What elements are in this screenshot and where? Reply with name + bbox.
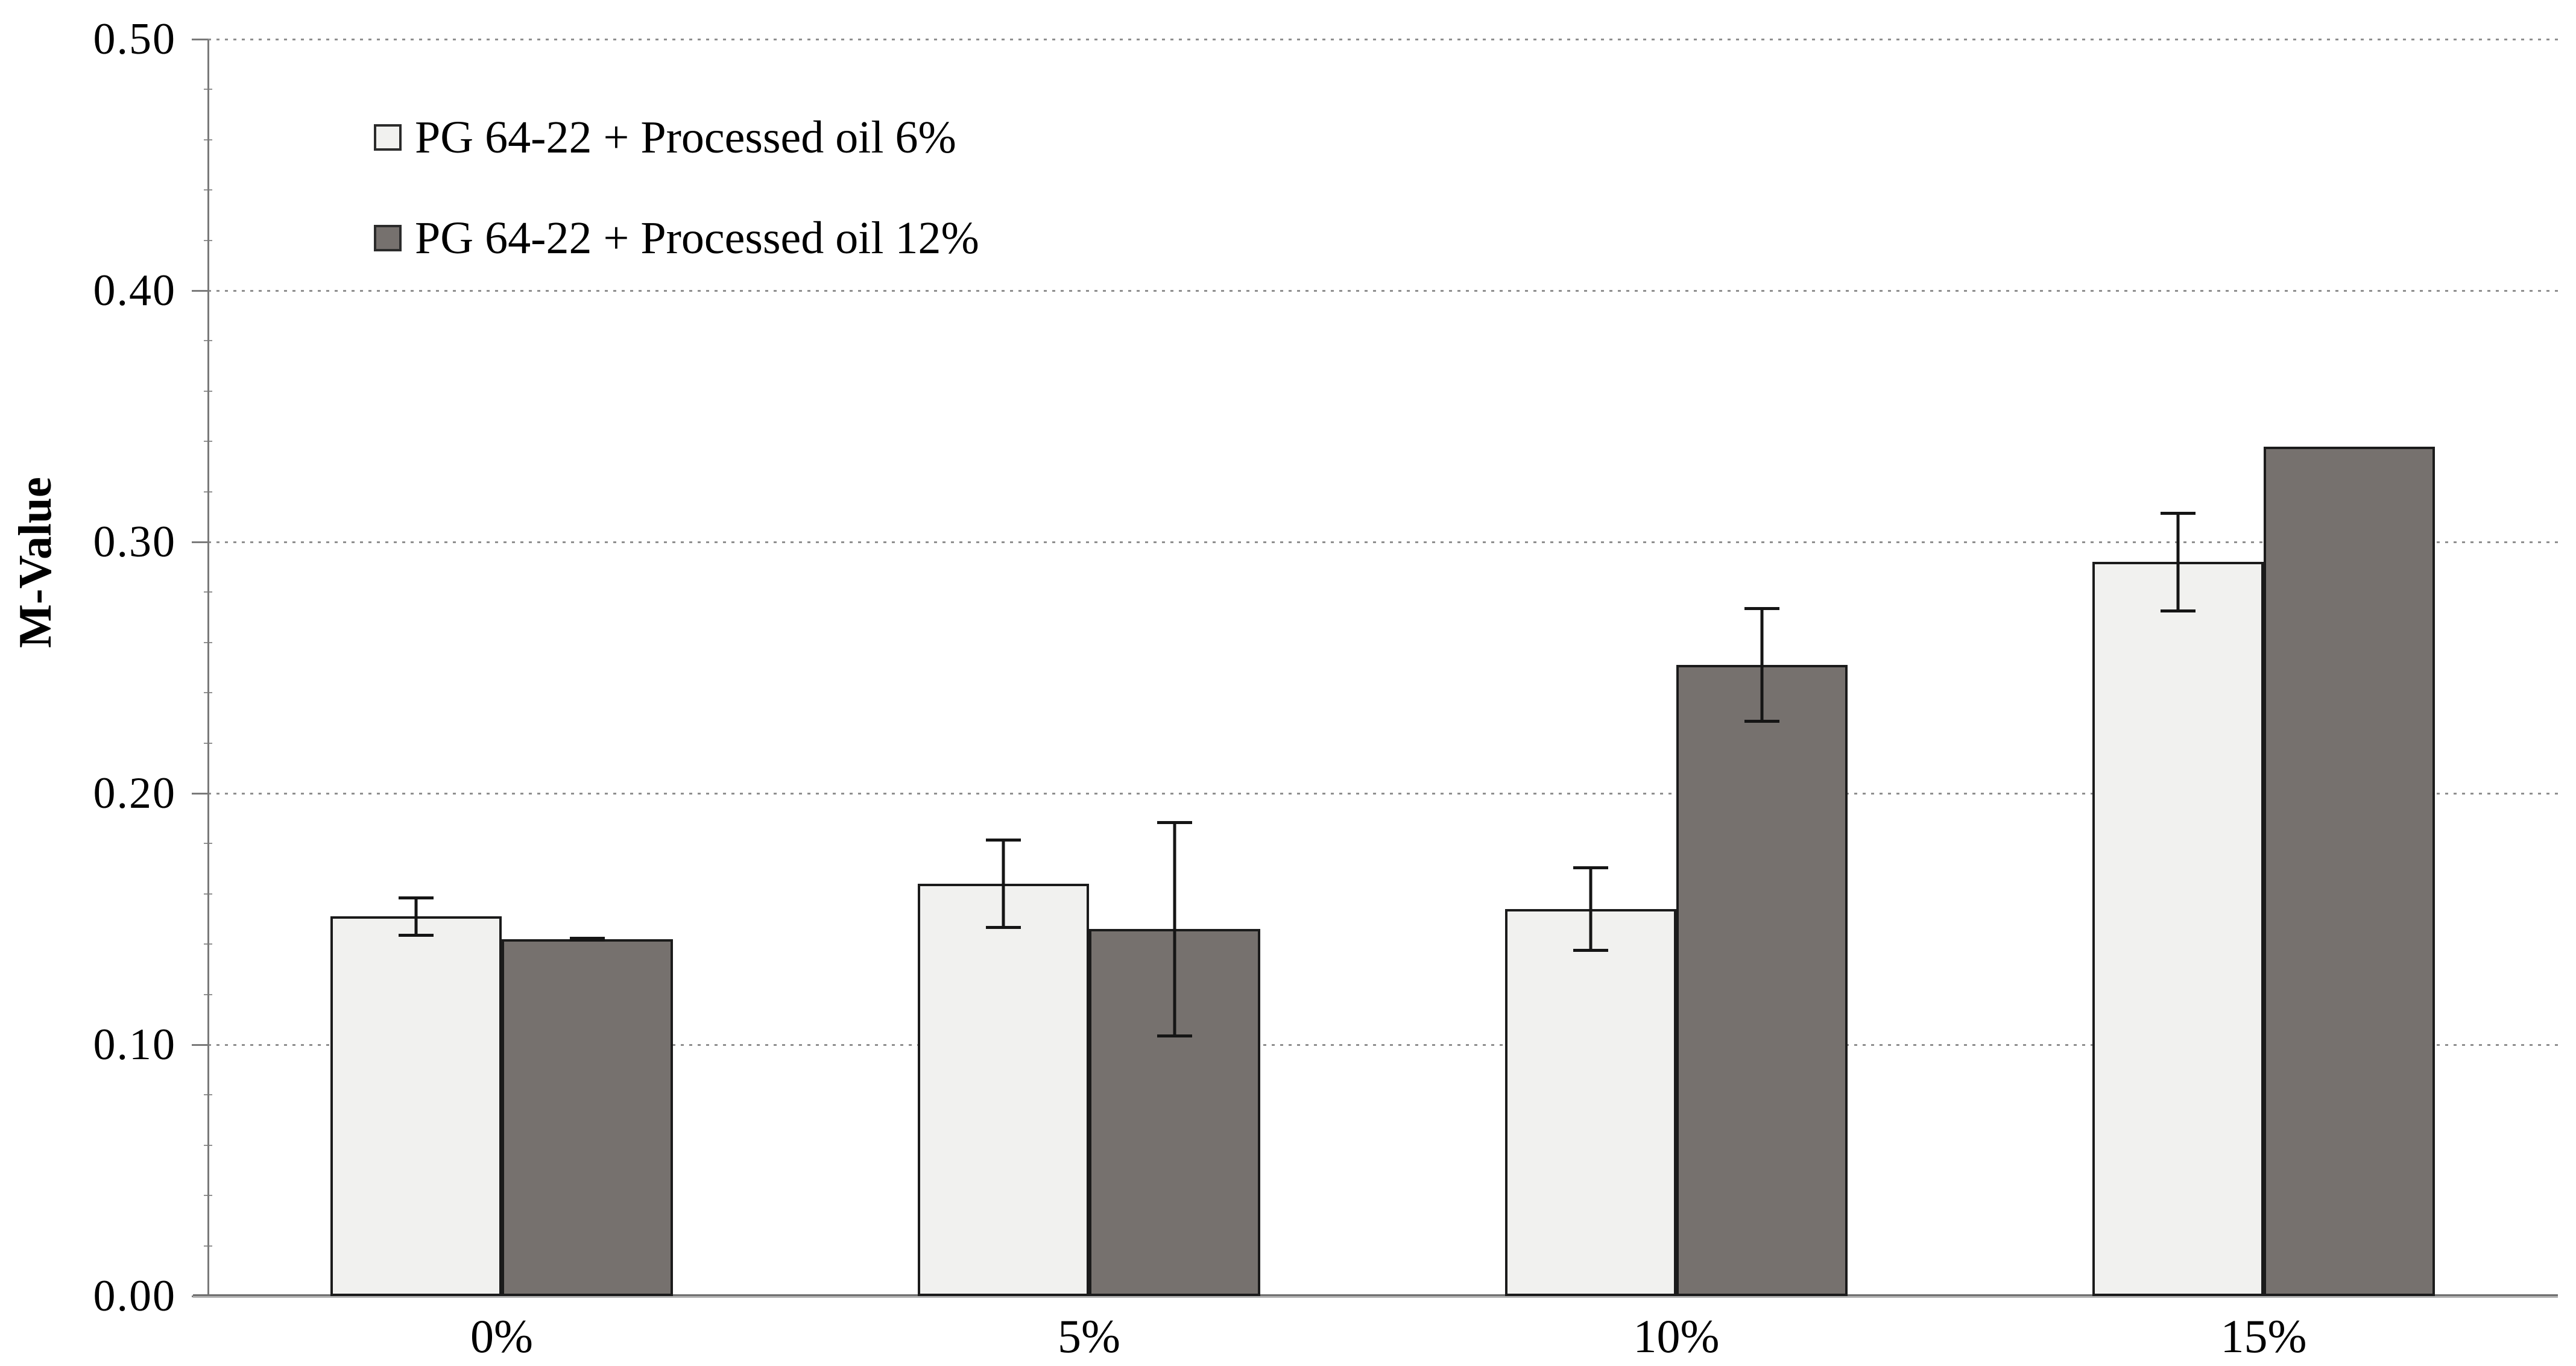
legend-label-oil-12: PG 64-22 + Processed oil 12% — [415, 213, 979, 263]
y-axis-tick — [192, 793, 208, 795]
y-tick-label: 0.20 — [93, 769, 176, 818]
y-gridline — [208, 793, 2558, 795]
y-tick-label: 0.40 — [93, 266, 176, 315]
legend-item-oil-6: PG 64-22 + Processed oil 6% — [374, 113, 956, 162]
error-bar-10%-series2 — [1744, 607, 1779, 723]
y-gridline — [208, 541, 2558, 543]
error-bar-0%-series1 — [399, 896, 434, 937]
legend-swatch-oil-12-icon — [374, 225, 402, 251]
error-bar-cap-top — [399, 896, 434, 899]
error-bar-line — [1173, 821, 1176, 1037]
error-bar-cap-top — [2161, 512, 2196, 515]
legend-swatch-oil-6-icon — [374, 124, 402, 151]
y-axis-tick — [192, 1044, 208, 1046]
y-axis-tick — [192, 39, 208, 40]
y-gridline — [208, 1044, 2558, 1046]
bar-10%-series2 — [1676, 665, 1848, 1296]
error-bar-5%-series1 — [986, 839, 1021, 929]
bar-10%-series1 — [1505, 909, 1676, 1296]
error-bar-cap-bottom — [986, 926, 1021, 929]
y-tick-label: 0.30 — [93, 517, 176, 567]
error-bar-cap-top — [1573, 866, 1608, 869]
error-bar-cap-bottom — [570, 939, 605, 942]
bar-0%-series2 — [502, 939, 673, 1296]
error-bar-line — [1760, 607, 1764, 723]
error-bar-cap-top — [570, 937, 605, 940]
y-tick-label: 0.50 — [93, 14, 176, 64]
error-bar-line — [1589, 866, 1593, 952]
error-bar-5%-series2 — [1157, 821, 1192, 1037]
y-tick-label: 0.00 — [93, 1271, 176, 1321]
error-bar-cap-top — [986, 839, 1021, 842]
error-bar-cap-bottom — [1573, 949, 1608, 952]
y-gridline — [208, 39, 2558, 40]
y-gridline — [208, 290, 2558, 292]
x-tick-label: 15% — [2220, 1310, 2307, 1362]
error-bar-cap-top — [1744, 607, 1779, 610]
legend-label-oil-6: PG 64-22 + Processed oil 6% — [415, 112, 956, 163]
error-bar-line — [1002, 839, 1005, 929]
error-bar-0%-series2 — [570, 937, 605, 942]
error-bar-15%-series1 — [2161, 512, 2196, 612]
x-axis-line — [193, 1294, 2558, 1298]
error-bar-10%-series1 — [1573, 866, 1608, 952]
bar-5%-series1 — [918, 884, 1089, 1296]
y-tick-label: 0.10 — [93, 1020, 176, 1069]
bar-15%-series1 — [2092, 562, 2264, 1296]
x-tick-label: 10% — [1633, 1310, 1720, 1362]
error-bar-line — [414, 896, 418, 937]
bar-0%-series1 — [330, 916, 502, 1296]
legend-item-oil-12: PG 64-22 + Processed oil 12% — [374, 213, 979, 263]
error-bar-line — [2176, 512, 2180, 612]
error-bar-cap-bottom — [399, 934, 434, 937]
y-axis-tick — [192, 290, 208, 292]
y-axis-line — [207, 40, 209, 1296]
error-bar-cap-bottom — [1744, 720, 1779, 723]
error-bar-cap-bottom — [1157, 1034, 1192, 1037]
error-bar-cap-bottom — [2161, 609, 2196, 612]
x-tick-label: 5% — [1058, 1310, 1120, 1362]
y-axis-tick — [192, 541, 208, 543]
error-bar-cap-top — [1157, 821, 1192, 824]
bar-15%-series2 — [2264, 447, 2435, 1296]
x-tick-label: 0% — [470, 1310, 533, 1362]
